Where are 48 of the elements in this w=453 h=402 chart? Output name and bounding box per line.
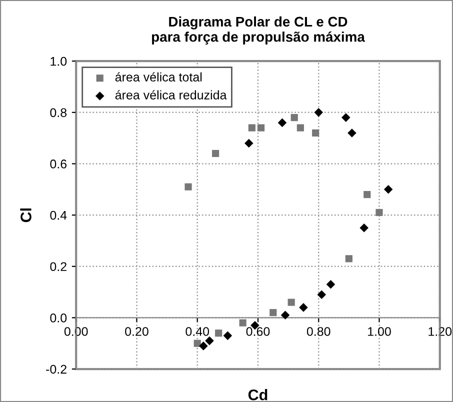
point: [278, 118, 287, 128]
point: [312, 129, 320, 136]
y-tick-label: 0.4: [50, 210, 67, 220]
chart-title: Diagrama Polar de CL e CD para força de propulsão máxima: [152, 16, 365, 45]
point: [223, 331, 232, 340]
point: [376, 208, 383, 216]
point: [257, 124, 265, 132]
point: [205, 336, 214, 346]
point: [364, 191, 371, 198]
point: [212, 150, 220, 158]
point: [184, 183, 192, 190]
y-tick-label: -0.2: [46, 364, 66, 374]
point: [199, 342, 208, 350]
point: [360, 224, 368, 232]
y-tick-label: 0.2: [50, 262, 66, 272]
point: [296, 124, 304, 132]
x-tick-label: 0.20: [125, 327, 148, 336]
point: [384, 185, 393, 194]
legend-label: área vélica reduzida: [115, 90, 227, 100]
y-tick-label: 0.6: [50, 160, 67, 168]
point: [239, 319, 246, 326]
y-tick-label: 1.0: [50, 56, 67, 66]
x-tick-label: 0.40: [186, 327, 210, 336]
point: [215, 330, 222, 337]
point: [194, 340, 201, 347]
point: [314, 108, 323, 117]
point: [248, 124, 256, 132]
point: [317, 290, 326, 300]
y-tick-label: 0.0: [50, 314, 67, 322]
point: [290, 114, 298, 122]
point: [342, 113, 350, 122]
point: [348, 128, 356, 138]
x-tick-label: 1.00: [368, 327, 391, 336]
x-tick-label: 1.20: [428, 327, 452, 336]
point: [244, 138, 254, 148]
point: [270, 309, 277, 316]
point: [280, 310, 290, 320]
y-axis-title: Cl: [20, 208, 32, 222]
legend-label: área vélica total: [115, 72, 202, 82]
x-axis-title: Cd: [248, 389, 268, 400]
x-tick-label: 0.60: [246, 327, 270, 336]
x-tick-label: 0.80: [306, 327, 330, 336]
point: [288, 298, 295, 306]
point: [299, 303, 308, 312]
point: [326, 280, 336, 289]
point: [345, 255, 352, 262]
y-tick-label: 0.8: [50, 108, 67, 118]
x-tick-label: 0.00: [64, 327, 88, 336]
